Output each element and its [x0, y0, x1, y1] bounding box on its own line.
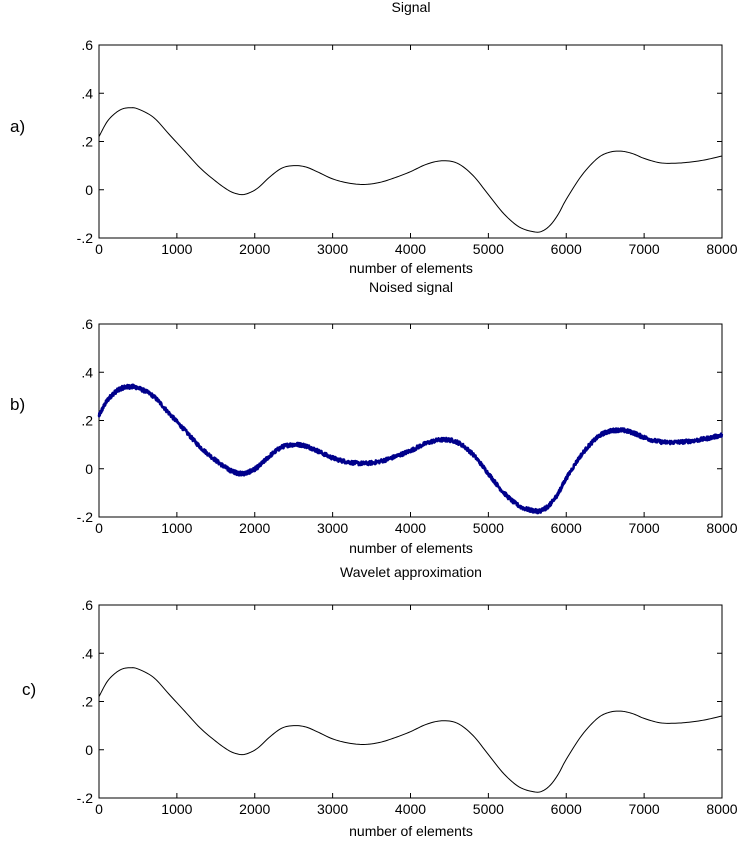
panel-b-xtick-label: 4000: [395, 520, 426, 536]
panel-b-ticks: 0 1000 2000 3000 4000 5000 6000 7000 8000-.20.2.…: [77, 316, 738, 536]
panel-c-series-line: [98, 667, 723, 793]
panel-c-label: c): [22, 680, 36, 699]
panel-b-xtick-label: 1000: [161, 520, 192, 536]
panel-a-xtick-label: 5000: [473, 241, 504, 257]
panel-c-ytick-label: 0: [85, 742, 93, 758]
panel-a-label: a): [10, 117, 25, 136]
panel-a-xtick-label: 1000: [161, 241, 192, 257]
panel-b-ytick-label: .4: [81, 364, 93, 380]
panel-c-ytick-label: .2: [81, 694, 93, 710]
panel-c-ytick-label: .4: [81, 645, 93, 661]
panel-c-xtick-label: 4000: [395, 801, 426, 817]
panel-a-series: [98, 107, 723, 233]
panel-c-xtick-label: 3000: [317, 801, 348, 817]
panel-a-ytick-label: -.2: [77, 230, 94, 246]
panel-c-ytick-label: .6: [81, 597, 93, 613]
panel-a-xlabel: number of elements: [349, 260, 473, 276]
panel-c: c) Wavelet approximation number of eleme…: [22, 564, 738, 839]
panel-b-xtick-label: 0: [95, 520, 103, 536]
panel-b-xtick-label: 5000: [473, 520, 504, 536]
panel-a-ytick-label: 0: [85, 182, 93, 198]
panel-b-series: [97, 383, 724, 515]
panel-c-xtick-label: 1000: [161, 801, 192, 817]
panel-a-xtick-label: 2000: [239, 241, 270, 257]
panel-b-ytick-label: 0: [85, 461, 93, 477]
panel-c-xtick-label: 6000: [551, 801, 582, 817]
panel-a-axes-box: [98, 44, 723, 239]
panel-c-title: Wavelet approximation: [340, 564, 482, 580]
panel-b-xtick-label: 6000: [551, 520, 582, 536]
panel-c-xtick-label: 2000: [239, 801, 270, 817]
panel-c-xtick-label: 7000: [629, 801, 660, 817]
panel-b-xtick-label: 7000: [629, 520, 660, 536]
panel-a-xtick-label: 4000: [395, 241, 426, 257]
panel-a-xtick-label: 7000: [629, 241, 660, 257]
panel-b-xtick-label: 3000: [317, 520, 348, 536]
panel-a-xtick-label: 0: [95, 241, 103, 257]
panel-c-xtick-label: 5000: [473, 801, 504, 817]
panel-b-ytick-label: -.2: [77, 509, 94, 525]
panel-b: b) Noised signal number of elements 0 100…: [10, 279, 738, 556]
panel-c-axes-box: [98, 604, 723, 799]
panel-b-xlabel: number of elements: [349, 540, 473, 556]
panel-a-ytick-label: .6: [81, 37, 93, 53]
panel-c-xlabel: number of elements: [349, 823, 473, 839]
panel-a-series-line: [98, 107, 723, 233]
panel-a-ytick-label: .4: [81, 85, 93, 101]
panel-b-label: b): [10, 395, 25, 414]
panel-c-series: [98, 667, 723, 793]
panel-c-ytick-label: -.2: [77, 790, 94, 806]
panel-a: a) Signal number of elements 0 1000 2000 30…: [10, 0, 738, 276]
panel-c-ticks: 0 1000 2000 3000 4000 5000 6000 7000 8000-.20.2.…: [77, 597, 738, 817]
panel-b-series-line: [97, 383, 724, 515]
panel-a-xtick-label: 6000: [551, 241, 582, 257]
panel-a-ticks: 0 1000 2000 3000 4000 5000 6000 7000 8000-.20.2.…: [77, 37, 738, 257]
panel-a-xtick-label: 8000: [706, 241, 737, 257]
panel-b-title: Noised signal: [369, 279, 453, 295]
panel-b-axes-box: [98, 323, 723, 518]
panel-b-ytick-label: .2: [81, 413, 93, 429]
panel-b-xtick-label: 2000: [239, 520, 270, 536]
panel-a-ytick-label: .2: [81, 134, 93, 150]
panel-b-xtick-label: 8000: [706, 520, 737, 536]
panel-a-title: Signal: [392, 0, 431, 15]
panel-c-xtick-label: 8000: [706, 801, 737, 817]
panel-c-xtick-label: 0: [95, 801, 103, 817]
panel-a-xtick-label: 3000: [317, 241, 348, 257]
panel-b-ytick-label: .6: [81, 316, 93, 332]
